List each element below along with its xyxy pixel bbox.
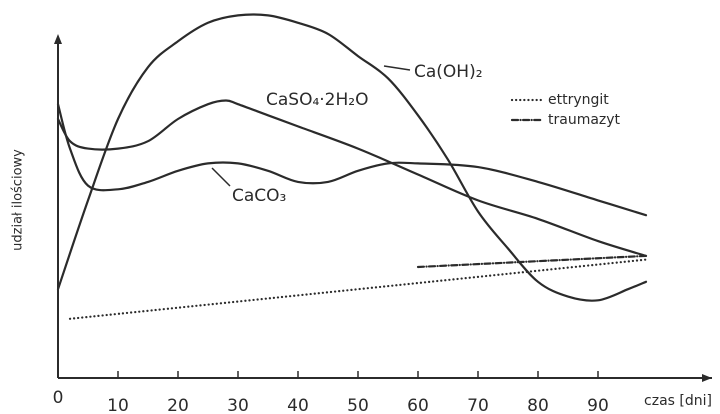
y-axis-label: udział ilościowy — [11, 149, 26, 251]
series-line — [56, 99, 648, 257]
x-tick-label: 10 — [107, 396, 129, 414]
x-tick-label: 80 — [527, 396, 549, 414]
leader-line — [211, 167, 231, 187]
legend-label: ettryngit — [548, 92, 609, 108]
axis-arrow — [54, 34, 62, 44]
series-line — [68, 258, 648, 320]
x-tick-label: 30 — [227, 396, 249, 414]
curve-label: Ca(OH)₂ — [414, 62, 483, 82]
x-tick-label: 0 — [53, 388, 64, 408]
x-tick-label: 40 — [287, 396, 309, 414]
axis-arrow — [702, 374, 712, 382]
x-tick-label: 60 — [407, 396, 429, 414]
series-line — [416, 254, 648, 269]
x-tick-label: 90 — [587, 396, 609, 414]
x-axis-label: czas [dni] — [644, 393, 712, 409]
x-tick-label: 50 — [347, 396, 369, 414]
x-tick-label: 20 — [167, 396, 189, 414]
series-line — [56, 13, 648, 302]
series-line — [56, 103, 648, 217]
curve-label: CaSO₄·2H₂O — [266, 90, 368, 110]
curve-label: CaCO₃ — [232, 186, 286, 206]
leader-line — [383, 65, 411, 71]
x-tick-label: 70 — [467, 396, 489, 414]
legend-label: traumazyt — [548, 112, 621, 128]
